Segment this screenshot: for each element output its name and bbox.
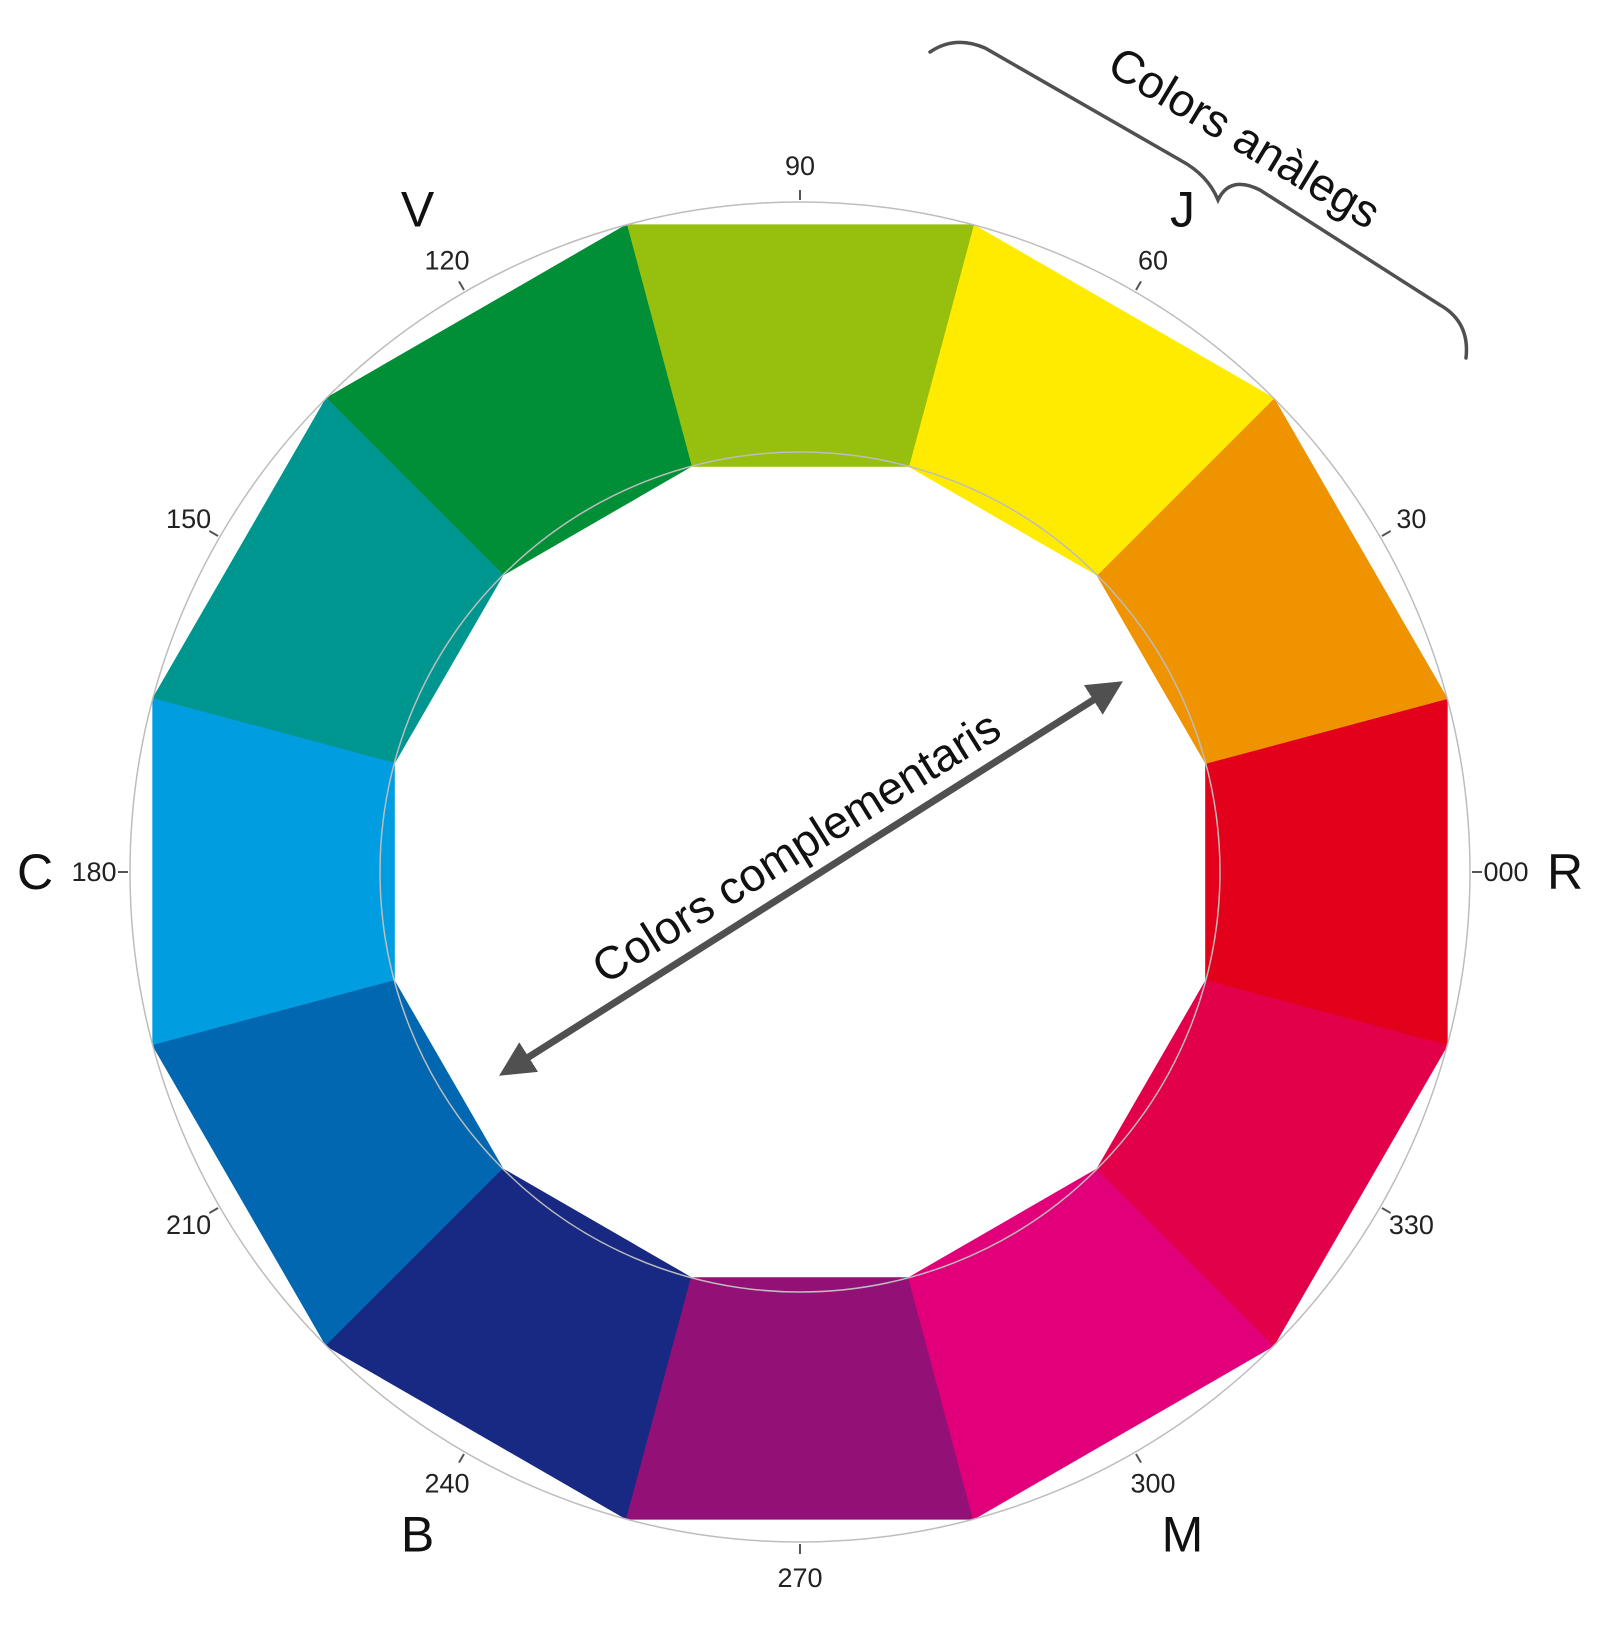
tick-300 [1135, 1453, 1142, 1464]
hue-letters: R J V C B M [17, 181, 1583, 1562]
tick-330 [1381, 1207, 1392, 1214]
degree-label-150: 150 [166, 504, 211, 534]
hue-letter-J: J [1170, 181, 1195, 237]
degree-label-210: 210 [166, 1210, 211, 1240]
tick-240 [458, 1453, 465, 1464]
analogous-bracket [928, 40, 1469, 360]
tick-120 [458, 280, 465, 291]
color-ring [129, 201, 1471, 1543]
degree-label-270: 270 [777, 1563, 822, 1593]
ring-inner-edge [379, 451, 1221, 1293]
degree-labels: 000 30 60 90 120 150 180 210 240 270 300 330 [71, 151, 1528, 1593]
degree-label-300: 300 [1130, 1468, 1175, 1498]
hue-letter-B: B [401, 1507, 434, 1563]
hue-letter-V: V [401, 181, 435, 237]
degree-label-240: 240 [424, 1468, 469, 1498]
degree-label-330: 330 [1389, 1210, 1434, 1240]
tick-210 [208, 1207, 219, 1214]
degree-label-60: 60 [1138, 246, 1168, 276]
hue-letter-R: R [1547, 844, 1583, 900]
tick-60 [1135, 280, 1142, 291]
degree-label-90: 90 [785, 151, 815, 181]
degree-label-120: 120 [424, 246, 469, 276]
complementary-colors-label: Colors complementaris [583, 700, 1009, 993]
ring-outer-edge [129, 201, 1471, 1543]
tick-150 [208, 530, 219, 537]
hue-letter-M: M [1162, 1507, 1204, 1563]
degree-label-180: 180 [71, 857, 116, 887]
degree-label-30: 30 [1396, 504, 1426, 534]
hue-letter-C: C [17, 844, 53, 900]
degree-ticks [118, 190, 1482, 1554]
complementary-arrow [499, 681, 1123, 1076]
tick-30 [1381, 530, 1392, 537]
degree-label-000: 000 [1483, 857, 1528, 887]
